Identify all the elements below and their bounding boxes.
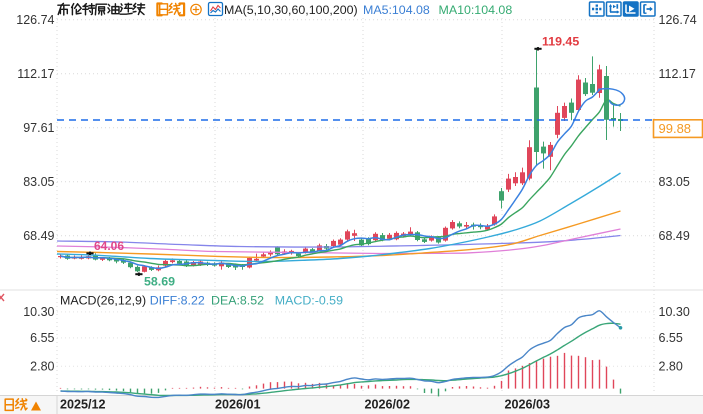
- svg-text:2025/12: 2025/12: [60, 397, 106, 411]
- svg-text:112.17: 112.17: [659, 67, 696, 81]
- svg-text:126.74: 126.74: [659, 13, 697, 27]
- svg-text:MA(5,10,30,60,100,200): MA(5,10,30,60,100,200): [224, 3, 358, 17]
- svg-text:83.05: 83.05: [659, 175, 690, 189]
- svg-text:MACD(26,12,9): MACD(26,12,9): [60, 293, 146, 307]
- svg-text:MA5:104.08: MA5:104.08: [363, 3, 430, 17]
- svg-text:99.88: 99.88: [659, 121, 692, 136]
- svg-text:MA10:104.08: MA10:104.08: [439, 3, 513, 17]
- svg-text:2026/02: 2026/02: [365, 397, 411, 411]
- svg-text:64.06: 64.06: [94, 239, 124, 253]
- svg-text:2026/01: 2026/01: [215, 397, 261, 411]
- svg-text:83.05: 83.05: [23, 175, 54, 189]
- svg-text:68.49: 68.49: [659, 229, 690, 243]
- svg-text:2026/03: 2026/03: [505, 397, 551, 411]
- svg-text:58.69: 58.69: [144, 274, 175, 288]
- svg-text:126.74: 126.74: [16, 13, 54, 27]
- svg-text:DEA:8.52: DEA:8.52: [211, 293, 264, 307]
- svg-text:6.55: 6.55: [659, 331, 683, 345]
- svg-text:112.17: 112.17: [17, 67, 54, 81]
- svg-text:97.61: 97.61: [23, 121, 54, 135]
- svg-text:DIFF:8.22: DIFF:8.22: [150, 293, 205, 307]
- svg-text:MACD:-0.59: MACD:-0.59: [275, 293, 343, 307]
- svg-text:2.80: 2.80: [659, 360, 683, 374]
- svg-text:119.45: 119.45: [542, 35, 579, 49]
- svg-text:10.30: 10.30: [659, 305, 690, 319]
- svg-text:6.55: 6.55: [30, 331, 54, 345]
- svg-text:68.49: 68.49: [23, 229, 54, 243]
- svg-text:2.80: 2.80: [30, 360, 54, 374]
- svg-text:10.30: 10.30: [23, 305, 54, 319]
